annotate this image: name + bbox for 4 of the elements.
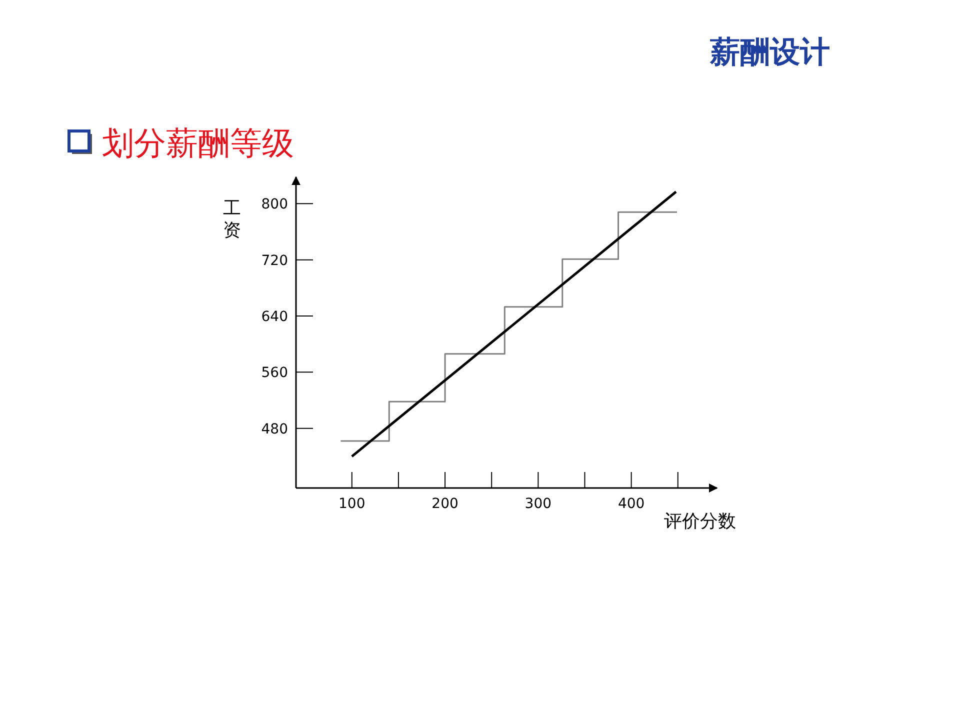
- subtitle: 划分薪酬等级: [102, 124, 294, 162]
- title: 薪酬设计: [710, 35, 830, 70]
- xlabel: 评价分数: [664, 511, 736, 532]
- ylabel: 工资: [223, 198, 241, 241]
